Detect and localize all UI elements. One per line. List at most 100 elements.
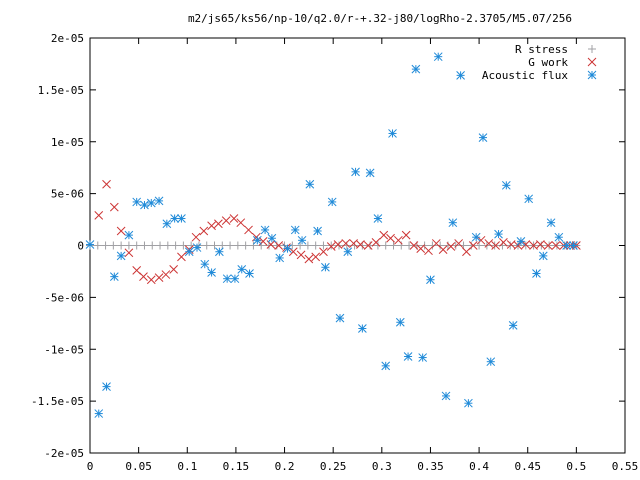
- legend-marker: [587, 57, 597, 67]
- data-point: [237, 265, 247, 274]
- data-point: [116, 226, 126, 236]
- y-tick-label: -1e-05: [44, 343, 84, 356]
- data-point: [154, 196, 164, 206]
- data-point: [433, 52, 443, 62]
- data-point: [441, 391, 451, 401]
- data-point: [386, 233, 395, 243]
- data-point: [252, 235, 262, 245]
- data-point: [490, 241, 499, 250]
- data-point: [471, 232, 481, 242]
- data-point: [215, 247, 224, 257]
- data-point: [484, 239, 494, 248]
- data-point: [236, 218, 246, 228]
- data-point: [409, 241, 419, 250]
- data-point: [94, 211, 104, 220]
- x-tick-label: 0.1: [177, 460, 197, 473]
- data-point: [124, 241, 133, 250]
- data-point: [102, 179, 111, 189]
- data-point: [109, 202, 119, 212]
- data-point: [199, 226, 209, 236]
- series-acoustic-flux: [85, 52, 578, 418]
- data-point: [132, 241, 141, 250]
- data-point: [311, 241, 320, 250]
- data-point: [436, 241, 445, 250]
- data-point: [327, 241, 336, 250]
- legend-marker: [587, 70, 597, 80]
- data-point: [418, 353, 428, 362]
- x-axis: 0 0.05 0.1 0.15 0.2 0.25 0.3 0.35 0.4 0.45 0.5 0.55: [87, 38, 638, 473]
- data-point: [321, 262, 330, 272]
- data-point: [140, 200, 149, 210]
- data-point: [401, 230, 411, 240]
- data-point: [210, 241, 219, 250]
- data-point: [241, 241, 250, 250]
- data-point: [140, 241, 149, 250]
- data-point: [222, 274, 232, 284]
- data-point: [311, 252, 321, 262]
- data-point: [245, 269, 254, 278]
- data-point: [124, 230, 134, 240]
- data-point: [373, 214, 383, 223]
- data-point: [467, 241, 476, 250]
- data-point: [297, 235, 307, 245]
- y-tick-label: -1.5e-05: [31, 395, 84, 408]
- data-point: [124, 248, 134, 258]
- data-point: [446, 242, 456, 251]
- data-point: [313, 226, 322, 236]
- x-tick-label: 0.35: [417, 460, 444, 473]
- data-point: [426, 275, 435, 285]
- x-tick-label: 0.5: [566, 460, 586, 473]
- data-point: [202, 241, 211, 250]
- data-point: [258, 236, 268, 246]
- data-point: [170, 214, 179, 223]
- data-point: [156, 241, 165, 250]
- data-point: [184, 247, 194, 257]
- data-point: [177, 214, 186, 223]
- series-g-work: [94, 179, 581, 285]
- data-point: [501, 180, 511, 190]
- data-point: [93, 241, 102, 250]
- data-point: [233, 241, 242, 250]
- data-point: [102, 382, 111, 391]
- data-point: [420, 241, 429, 250]
- data-point: [341, 239, 351, 248]
- data-point: [551, 241, 561, 250]
- data-point: [536, 240, 545, 249]
- data-point: [335, 313, 345, 323]
- data-point: [207, 221, 216, 231]
- data-point: [411, 64, 421, 74]
- data-point: [403, 352, 413, 361]
- data-point: [521, 241, 530, 250]
- data-point: [543, 241, 553, 250]
- data-point: [351, 167, 360, 177]
- data-point: [200, 259, 210, 269]
- data-point: [101, 241, 110, 250]
- data-point: [438, 245, 448, 255]
- data-point: [532, 269, 541, 278]
- data-point: [464, 398, 473, 408]
- data-point: [499, 238, 508, 247]
- data-point: [274, 241, 284, 250]
- data-point: [154, 273, 164, 283]
- data-point: [552, 241, 561, 250]
- data-point: [163, 241, 172, 250]
- data-point: [569, 241, 578, 250]
- data-point: [260, 225, 270, 235]
- legend-marker: [588, 45, 596, 53]
- data-point: [554, 232, 564, 242]
- data-point: [388, 129, 397, 138]
- data-point: [192, 243, 202, 252]
- data-point: [272, 241, 281, 250]
- chart-title: m2/js65/ks56/np-10/q2.0/r-+.32-j80/logRh…: [188, 12, 572, 25]
- data-point: [148, 241, 157, 250]
- data-point: [305, 179, 315, 189]
- y-tick-label: 2e-05: [51, 32, 84, 45]
- data-point: [524, 194, 534, 204]
- data-point: [230, 274, 240, 284]
- legend-label: Acoustic flux: [482, 69, 568, 82]
- data-point: [244, 225, 253, 235]
- data-point: [516, 236, 526, 246]
- data-point: [146, 275, 156, 285]
- data-point: [116, 251, 126, 261]
- data-point: [319, 247, 328, 257]
